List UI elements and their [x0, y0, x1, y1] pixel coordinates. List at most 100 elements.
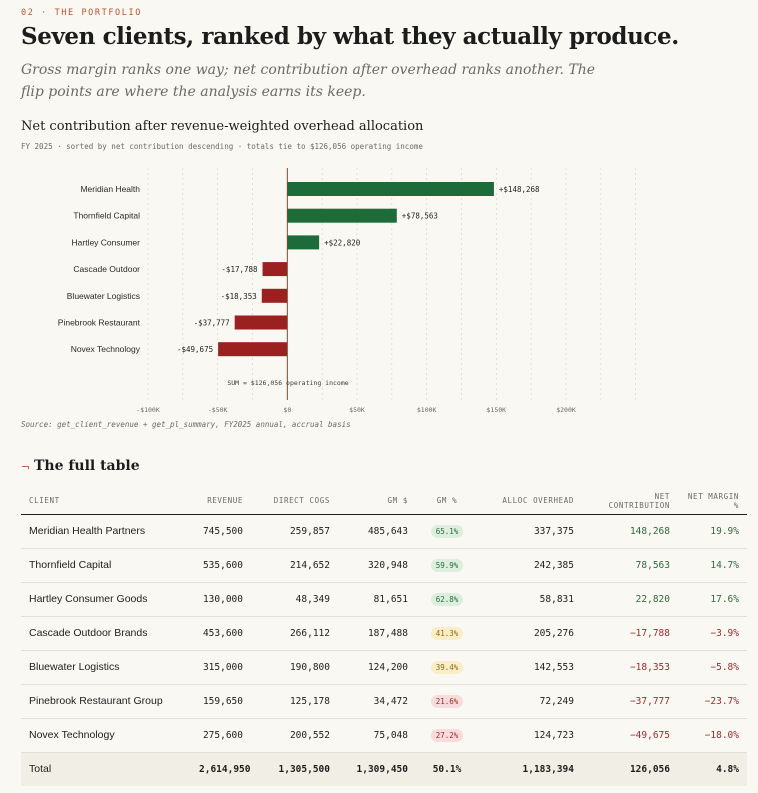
cell-revenue: 275,600 [191, 718, 251, 753]
gm-pct-badge: 21.6% [430, 694, 464, 708]
table-total-row: Total 2,614,950 1,305,500 1,309,450 50.1… [21, 752, 747, 786]
bar-pinebrook-restaurant [234, 315, 288, 330]
cell-margin: −5.8% [678, 650, 747, 685]
x-tick-label: $0 [283, 406, 291, 414]
col-header-revenue: REVENUE [191, 488, 251, 515]
cell-revenue: 453,600 [191, 616, 251, 651]
total-gm-pct: 50.1% [416, 752, 478, 786]
cell-cogs: 259,857 [251, 514, 338, 549]
sum-annotation: SUM = $126,056 operating income [227, 379, 348, 387]
col-header-direct-cogs: DIRECT COGS [251, 488, 338, 515]
cell-cogs: 190,800 [251, 650, 338, 685]
cell-overhead: 72,249 [478, 684, 582, 719]
bar-novex-technology [218, 342, 288, 357]
page-title: Seven clients, ranked by what they actua… [21, 23, 679, 50]
gm-pct-badge: 65.1% [430, 524, 464, 538]
table-row: Pinebrook Restaurant Group 159,650 125,178… [21, 684, 747, 719]
cell-revenue: 745,500 [191, 514, 251, 549]
cell-gm: 75,048 [338, 718, 416, 753]
cell-client: Novex Technology [21, 718, 191, 753]
total-gm: 1,309,450 [338, 752, 416, 786]
x-tick-label: -$100K [136, 406, 160, 414]
cell-gm: 485,643 [338, 514, 416, 549]
cell-margin: −3.9% [678, 616, 747, 651]
cell-gm: 320,948 [338, 548, 416, 583]
data-label: +$78,563 [402, 212, 438, 221]
gm-pct-badge: 41.3% [430, 626, 464, 640]
cell-gm-pct: 27.2% [416, 718, 478, 753]
cell-gm: 34,472 [338, 684, 416, 719]
cell-cogs: 200,552 [251, 718, 338, 753]
category-label: Bluewater Logistics [67, 291, 140, 301]
cell-net: −49,675 [582, 718, 678, 753]
client-table: CLIENT REVENUE DIRECT COGS GM $ GM % ALL… [21, 488, 747, 786]
category-label: Thornfield Capital [73, 211, 140, 221]
cell-overhead: 142,553 [478, 650, 582, 685]
cell-revenue: 130,000 [191, 582, 251, 617]
cell-gm-pct: 21.6% [416, 684, 478, 719]
gm-pct-badge: 59.9% [430, 558, 464, 572]
data-label: -$17,788 [221, 265, 258, 274]
data-label: +$22,820 [324, 238, 361, 247]
table-row: Cascade Outdoor Brands 453,600 266,112 187,… [21, 616, 747, 651]
cell-client: Pinebrook Restaurant Group [21, 684, 191, 719]
category-label: Pinebrook Restaurant [58, 318, 141, 328]
table-row: Novex Technology 275,600 200,552 75,048 27.2… [21, 718, 747, 753]
cell-net: 148,268 [582, 514, 678, 549]
cell-margin: −18.0% [678, 718, 747, 753]
cell-net: −37,777 [582, 684, 678, 719]
chart-subtitle: FY 2025 · sorted by net contribution des… [21, 142, 423, 151]
cell-overhead: 242,385 [478, 548, 582, 583]
cell-gm-pct: 39.4% [416, 650, 478, 685]
cell-margin: 19.9% [678, 514, 747, 549]
section-marker-icon: ¬ [21, 461, 31, 474]
cell-gm-pct: 41.3% [416, 616, 478, 651]
x-tick-label: -$50K [208, 406, 228, 414]
total-margin: 4.8% [678, 752, 747, 786]
page-subtitle: Gross margin ranks one way; net contribu… [21, 62, 596, 100]
cell-net: −18,353 [582, 650, 678, 685]
cell-gm-pct: 65.1% [416, 514, 478, 549]
cell-revenue: 315,000 [191, 650, 251, 685]
col-header-net-margin: NET MARGIN % [678, 488, 747, 515]
category-label: Cascade Outdoor [73, 264, 140, 274]
total-net: 126,056 [582, 752, 678, 786]
col-header-gm-percent: GM % [416, 488, 478, 515]
cell-client: Hartley Consumer Goods [21, 582, 191, 617]
data-label: -$49,675 [177, 345, 213, 354]
table-section-title: The full table [34, 458, 140, 474]
total-revenue: 2,614,950 [191, 752, 251, 786]
cell-revenue: 159,650 [191, 684, 251, 719]
cell-margin: 17.6% [678, 582, 747, 617]
table-row: Hartley Consumer Goods 130,000 48,349 81,65… [21, 582, 747, 617]
table-header-row: CLIENT REVENUE DIRECT COGS GM $ GM % ALL… [21, 488, 747, 515]
col-header-client: CLIENT [21, 488, 191, 515]
total-cogs: 1,305,500 [251, 752, 338, 786]
cell-gm-pct: 59.9% [416, 548, 478, 583]
bar-hartley-consumer [287, 235, 320, 250]
category-label: Novex Technology [71, 344, 141, 354]
col-header-gm-dollars: GM $ [338, 488, 416, 515]
cell-net: 78,563 [582, 548, 678, 583]
bar-thornfield-capital [287, 208, 397, 223]
cell-gm: 187,488 [338, 616, 416, 651]
chart-source: Source: get_client_revenue + get_pl_summ… [21, 420, 351, 429]
cell-client: Thornfield Capital [21, 548, 191, 583]
x-tick-label: $150K [487, 406, 507, 414]
bar-meridian-health [287, 182, 494, 196]
bar-cascade-outdoor [262, 262, 288, 277]
cell-margin: 14.7% [678, 548, 747, 583]
net-contribution-chart: Meridian Health +$148,268 Thornfield Capit… [58, 168, 637, 414]
cell-client: Bluewater Logistics [21, 650, 191, 685]
col-header-alloc-overhead: ALLOC OVERHEAD [478, 488, 582, 515]
x-tick-label: $50K [349, 406, 365, 414]
cell-overhead: 205,276 [478, 616, 582, 651]
data-label: -$37,777 [194, 319, 230, 328]
cell-gm: 81,651 [338, 582, 416, 617]
col-header-net-contribution: NET CONTRIBUTION [582, 488, 678, 515]
table-row: Meridian Health Partners 745,500 259,857 48… [21, 514, 747, 549]
cell-client: Meridian Health Partners [21, 514, 191, 549]
category-label: Hartley Consumer [72, 237, 141, 247]
cell-net: −17,788 [582, 616, 678, 651]
total-overhead: 1,183,394 [478, 752, 582, 786]
